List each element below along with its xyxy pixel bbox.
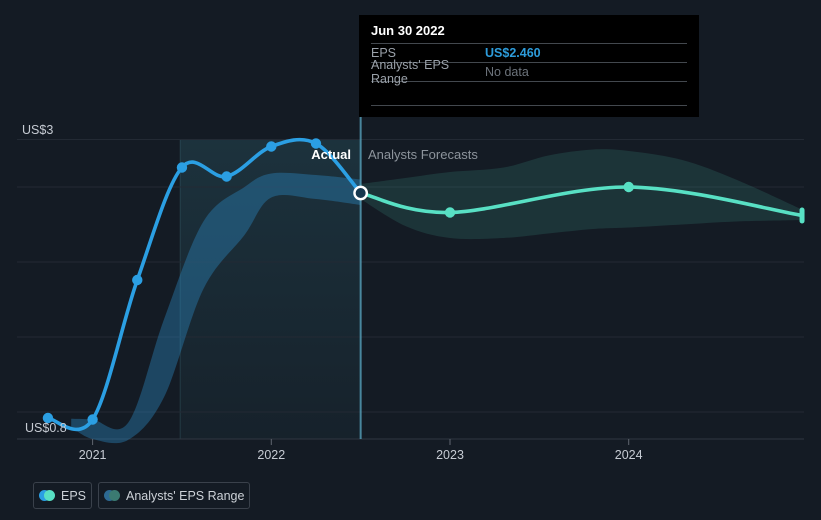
tooltip-eps-label: EPS [371, 46, 397, 60]
chart-legend: EPS Analysts' EPS Range [33, 482, 251, 509]
tooltip-range-row: Analysts' EPS Range No data [371, 58, 687, 86]
actual-section-label: Actual [311, 147, 351, 162]
tooltip-range-value: No data [485, 65, 529, 79]
selected-point-marker [353, 185, 369, 201]
legend-item-eps[interactable]: EPS [33, 482, 93, 509]
analysts-range-series-icon [104, 490, 121, 501]
tooltip-eps-row: EPS US$2.460 [371, 44, 687, 63]
legend-item-analysts-eps-range[interactable]: Analysts' EPS Range [98, 482, 251, 509]
analysts-range-forecast-band [360, 149, 802, 240]
highlight-region [179, 139, 361, 439]
y-axis-min-label: US$0.8 [25, 421, 67, 435]
tooltip-range-label: Analysts' EPS Range [371, 58, 450, 86]
analysts-range-history-band [71, 172, 361, 444]
tooltip-date-title: Jun 30 2022 [371, 20, 687, 44]
tooltip-footer-divider [371, 105, 687, 111]
x-axis-tick-label-2024: 2024 [614, 448, 643, 462]
eps-actual-line [42, 137, 363, 432]
eps-series-icon [39, 490, 55, 501]
x-axis-tick-label-2023: 2023 [436, 448, 464, 462]
x-axis-tick-label-2022: 2022 [257, 448, 286, 462]
x-axis-tick-label-2021: 2021 [78, 448, 107, 462]
hover-tooltip: Jun 30 2022 EPS US$2.460 Analysts' EPS R… [359, 15, 699, 117]
tooltip-spacer [371, 82, 687, 105]
forecast-section-label: Analysts Forecasts [368, 147, 478, 162]
x-axis-ticks [92, 439, 630, 445]
tooltip-eps-value: US$2.460 [485, 46, 541, 60]
eps-forecast-line [358, 181, 805, 224]
legend-item-analysts-eps-range-label: Analysts' EPS Range [126, 488, 245, 503]
gridlines [17, 139, 804, 440]
legend-item-eps-label: EPS [61, 488, 87, 503]
y-axis-max-label: US$3 [22, 123, 54, 137]
